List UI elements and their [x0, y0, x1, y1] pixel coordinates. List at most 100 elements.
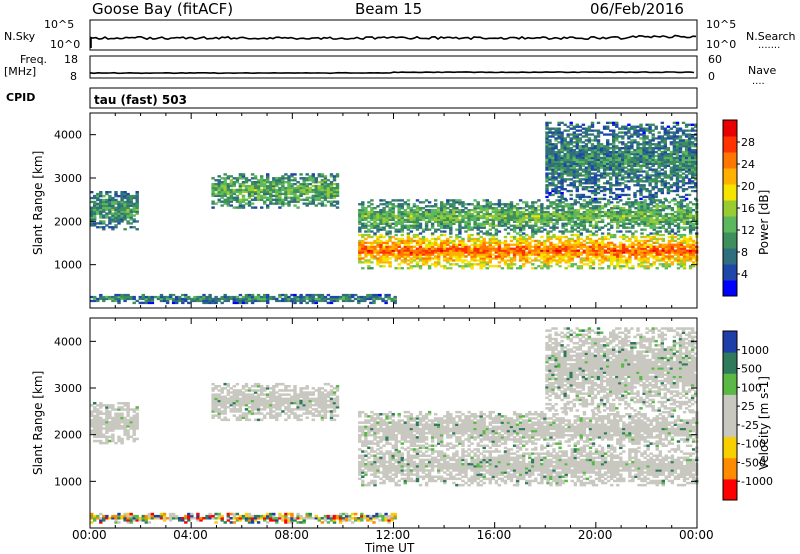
heatmap-cell: [114, 299, 118, 303]
heatmap-cell: [654, 180, 658, 183]
heatmap-cell: [624, 143, 628, 146]
heatmap-cell: [643, 214, 647, 218]
heatmap-cell: [663, 145, 667, 148]
heatmap-cell: [591, 232, 596, 235]
heatmap-cell: [540, 235, 544, 239]
heatmap-cell: [634, 222, 638, 225]
heatmap-cell: [587, 129, 592, 132]
heatmap-cell: [132, 208, 136, 211]
heatmap-cell: [93, 216, 97, 219]
heatmap-cell: [196, 295, 200, 299]
heatmap-cell: [485, 255, 489, 258]
heatmap-cell: [105, 224, 109, 227]
heatmap-cell: [676, 201, 681, 204]
heatmap-cell: [639, 184, 643, 187]
heatmap-cell: [494, 232, 499, 235]
heatmap-cell: [458, 247, 462, 250]
heatmap-cell: [385, 220, 389, 223]
heatmap-cell: [406, 251, 411, 254]
heatmap-cell: [421, 201, 426, 204]
heatmap-cell: [443, 257, 447, 260]
heatmap-cell: [616, 222, 620, 225]
heatmap-cell: [678, 170, 683, 173]
heatmap-cell: [578, 152, 582, 156]
heatmap-cell: [694, 172, 698, 175]
heatmap-cell: [567, 257, 571, 260]
heatmap-cell: [135, 192, 139, 196]
heatmap-cell: [361, 222, 365, 225]
heatmap-cell: [645, 162, 649, 165]
heatmap-cell: [96, 297, 100, 301]
heatmap-cell: [610, 207, 614, 210]
heatmap-cell: [500, 267, 505, 270]
heatmap-cell: [640, 243, 644, 246]
heatmap-cell: [621, 193, 625, 197]
heatmap-cell: [658, 243, 662, 246]
heatmap-cell: [554, 137, 558, 140]
heatmap-cell: [272, 198, 276, 201]
heatmap-cell: [572, 149, 576, 152]
heatmap-cell: [663, 149, 667, 152]
heatmap-cell: [126, 202, 130, 205]
heatmap-cell: [440, 222, 444, 225]
heatmap-cell: [509, 263, 514, 266]
heatmap-cell: [602, 186, 607, 189]
heatmap-cell: [633, 139, 637, 142]
heatmap-cell: [424, 222, 429, 225]
heatmap-cell: [367, 220, 371, 223]
heatmap-cell: [370, 203, 374, 206]
heatmap-cell: [391, 199, 395, 202]
heatmap-cell: [506, 207, 511, 210]
heatmap-cell: [117, 218, 121, 221]
heatmap-cell: [667, 220, 672, 223]
heatmap-cell: [691, 265, 696, 268]
heatmap-cell: [651, 180, 655, 183]
heatmap-cell: [664, 245, 668, 248]
heatmap-cell: [525, 233, 529, 237]
heatmap-cell: [534, 230, 538, 233]
heatmap-cell: [427, 251, 432, 254]
heatmap-cell: [211, 177, 215, 180]
heatmap-cell: [691, 226, 696, 229]
heatmap-cell: [326, 188, 331, 192]
nave-dots: ....: [752, 76, 765, 87]
heatmap-cell: [569, 121, 573, 124]
heatmap-cell: [512, 224, 517, 227]
heatmap-cell: [415, 216, 420, 220]
heatmap-cell: [531, 212, 535, 216]
heatmap-cell: [663, 164, 667, 167]
heatmap-cell: [412, 209, 417, 212]
heatmap-cell: [293, 183, 297, 186]
heatmap-cell: [649, 207, 653, 210]
heatmap-cell: [670, 249, 675, 252]
heatmap-cell: [687, 145, 692, 148]
heatmap-cell: [96, 222, 100, 225]
heatmap-cell: [664, 214, 668, 218]
heatmap-cell: [320, 188, 325, 192]
heatmap-cell: [654, 182, 658, 185]
heatmap-cell: [458, 226, 462, 229]
heatmap-cell: [551, 178, 555, 181]
heatmap-cell: [500, 209, 505, 212]
heatmap-cell: [364, 245, 368, 248]
heatmap-cell: [631, 253, 635, 256]
heatmap-cell: [587, 154, 592, 158]
heatmap-cell: [682, 263, 687, 266]
heatmap-cell: [606, 166, 610, 169]
heatmap-cell: [554, 143, 558, 146]
heatmap-cell: [606, 152, 610, 156]
heatmap-cell: [241, 181, 246, 184]
heatmap-cell: [679, 207, 684, 210]
heatmap-cell: [373, 233, 377, 237]
heatmap-cell: [449, 212, 453, 216]
heatmap-cell: [587, 166, 592, 169]
heatmap-cell: [293, 177, 297, 180]
heatmap-cell: [581, 168, 586, 171]
heatmap-cell: [452, 214, 456, 218]
heatmap-cell: [602, 172, 607, 175]
heatmap-cell: [664, 207, 668, 210]
heatmap-cell: [394, 243, 398, 246]
heatmap-cell: [584, 135, 589, 138]
heatmap-cell: [415, 220, 420, 223]
